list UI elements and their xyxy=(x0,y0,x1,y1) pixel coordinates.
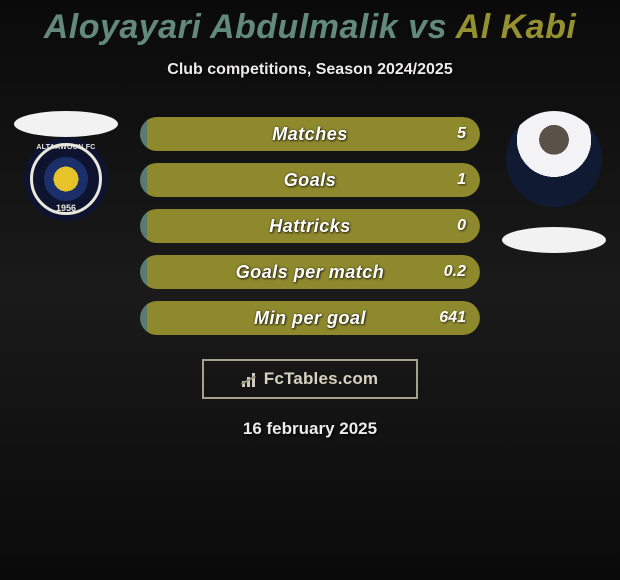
title-player1: Aloyayari Abdulmalik xyxy=(44,8,399,46)
brand-text: FcTables.com xyxy=(264,369,379,389)
stat-label: Goals per match xyxy=(140,255,480,289)
stat-label: Goals xyxy=(140,163,480,197)
date-text: 16 february 2025 xyxy=(0,419,620,439)
stat-bar: Matches5 xyxy=(140,117,480,151)
stat-label: Matches xyxy=(140,117,480,151)
page-title: Aloyayari Abdulmalik vs Al Kabi xyxy=(0,8,620,47)
stat-value-right: 0 xyxy=(457,209,466,243)
right-column xyxy=(494,111,614,253)
player2-avatar xyxy=(506,111,602,207)
stat-value-right: 5 xyxy=(457,117,466,151)
comparison-card: Aloyayari Abdulmalik vs Al Kabi Club com… xyxy=(0,0,620,580)
subtitle: Club competitions, Season 2024/2025 xyxy=(0,61,620,79)
left-column: ALTAAWOUN FC 1956 xyxy=(6,111,126,221)
stat-label: Min per goal xyxy=(140,301,480,335)
chart-icon xyxy=(242,371,260,387)
club-badge-year: 1956 xyxy=(24,203,108,213)
stat-value-right: 641 xyxy=(439,301,466,335)
stat-bar: Goals per match0.2 xyxy=(140,255,480,289)
stat-bar: Hattricks0 xyxy=(140,209,480,243)
stat-value-right: 1 xyxy=(457,163,466,197)
title-vs: vs xyxy=(408,8,447,46)
stat-value-right: 0.2 xyxy=(444,255,466,289)
player2-club-placeholder xyxy=(502,227,606,253)
stat-label: Hattricks xyxy=(140,209,480,243)
stat-bar: Goals1 xyxy=(140,163,480,197)
title-player2: Al Kabi xyxy=(456,8,577,46)
stats-area: ALTAAWOUN FC 1956 Matches5 Goals1 Hattrick… xyxy=(0,117,620,335)
stat-bar: Min per goal641 xyxy=(140,301,480,335)
club-badge-name: ALTAAWOUN FC xyxy=(24,144,108,151)
player1-avatar-placeholder xyxy=(14,111,118,137)
brand-box: FcTables.com xyxy=(202,359,418,399)
player1-club-badge: ALTAAWOUN FC 1956 xyxy=(24,137,108,221)
stat-bars: Matches5Goals1Hattricks0Goals per match0… xyxy=(140,117,480,335)
